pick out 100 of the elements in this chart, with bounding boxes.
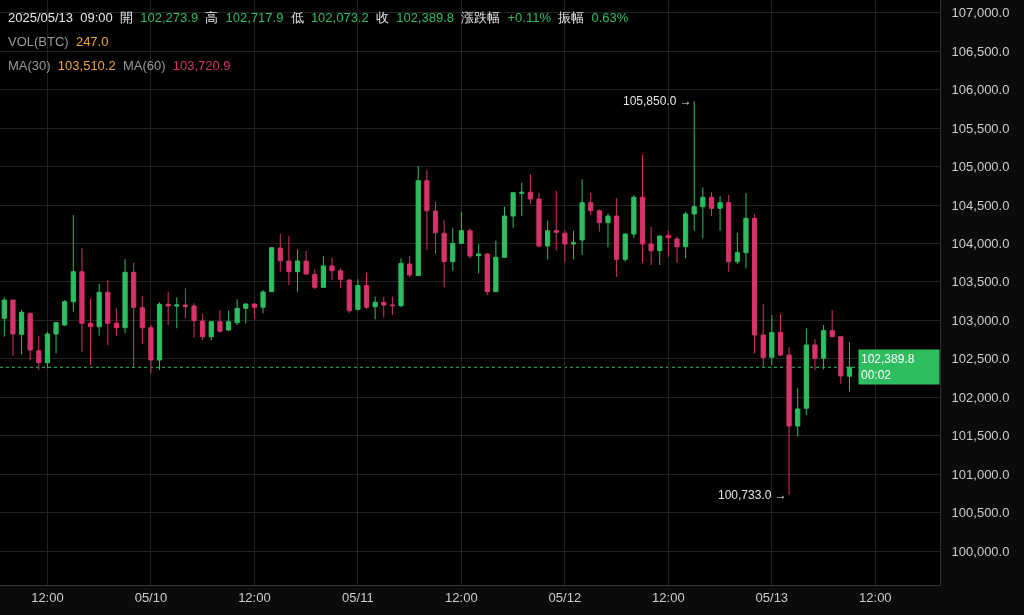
y-tick-label: 105,000.0 [951, 159, 1010, 175]
y-tick-label: 100,000.0 [951, 543, 1010, 559]
x-tick-label: 12:00 [31, 589, 64, 605]
candlestick [751, 213, 758, 354]
candlestick [96, 283, 102, 337]
candlestick [277, 233, 283, 273]
x-tick-label: 05/12 [548, 589, 582, 605]
candlestick [613, 197, 620, 278]
candlestick [355, 278, 361, 312]
candlestick [70, 214, 76, 313]
candlestick [622, 232, 628, 263]
candlestick [691, 100, 697, 232]
candlestick [501, 206, 508, 259]
candlestick [648, 226, 654, 266]
candlestick [700, 186, 706, 239]
x-tick-label: 12:00 [859, 589, 892, 605]
candlestick [10, 299, 16, 357]
candlestick [234, 298, 240, 326]
y-tick-label: 102,500.0 [951, 351, 1010, 367]
x-tick-label: 05/11 [342, 589, 374, 605]
candlestick [174, 296, 180, 329]
candlestick [562, 229, 568, 264]
candlestick [251, 303, 258, 319]
candlestick [476, 243, 482, 274]
y-tick-label: 104,500.0 [951, 197, 1010, 213]
candlestick [36, 335, 42, 371]
candlestick [674, 236, 680, 264]
x-tick-label: 05/13 [755, 589, 789, 605]
candlestick [122, 258, 128, 334]
annotation: 105,850.0 → [623, 94, 692, 108]
candlestick [510, 191, 516, 229]
candlestick [131, 262, 137, 368]
y-tick-label: 104,000.0 [951, 236, 1010, 252]
candlestick [708, 191, 715, 217]
candlestick [329, 257, 335, 281]
candlestick [260, 289, 266, 314]
y-tick-label: 101,500.0 [951, 428, 1010, 444]
candlestick [18, 309, 25, 355]
annotation: 100,733.0 → [718, 488, 787, 502]
candlestick [484, 252, 490, 296]
candlestick [579, 178, 585, 256]
candlestick [717, 195, 723, 232]
candlestick [243, 302, 249, 324]
candlestick [424, 169, 430, 251]
candlestick [398, 257, 404, 308]
candlestick [79, 247, 85, 353]
candlestick [734, 232, 740, 265]
y-tick-label: 106,000.0 [951, 82, 1010, 98]
candlestick [294, 248, 301, 293]
x-tick-label: 05/10 [134, 589, 168, 605]
candlestick [493, 240, 499, 293]
candlestick [838, 336, 844, 385]
candlestick [682, 211, 689, 259]
candlestick [62, 299, 68, 327]
candlestick [53, 321, 59, 354]
candlestick [286, 235, 292, 286]
candlestick [743, 192, 749, 269]
candlestick [829, 309, 835, 338]
candlestick [113, 307, 120, 337]
y-tick-label: 100,500.0 [951, 505, 1010, 521]
candlestick [545, 220, 551, 260]
candlestick [208, 320, 214, 341]
candlestick [519, 182, 525, 217]
candlestick [182, 287, 189, 319]
x-tick-label: 12:00 [652, 589, 685, 605]
y-tick-label: 103,500.0 [951, 274, 1010, 290]
candlestick [200, 313, 206, 341]
candlestick [467, 227, 473, 259]
candlestick [372, 296, 378, 320]
candlestick [450, 227, 456, 272]
candlestick [570, 230, 577, 260]
candlestick [639, 154, 646, 264]
annotation: 00:02 [861, 367, 892, 382]
annotation: MA(30) 103,510.2 MA(60) 103,720.9 [8, 58, 231, 73]
y-tick-label: 106,500.0 [951, 43, 1010, 59]
candlestick [105, 279, 111, 346]
candlestick [217, 309, 223, 334]
chart-title: 2025/05/13 09:00 開 102,273.9 高 102,717.9 低 102,073.2 收 102,389.8 漲跌幅 +0.11% 振幅 0.63% [8, 10, 629, 25]
candlestick [553, 190, 559, 252]
candlestick [441, 219, 447, 288]
candlestick [795, 387, 801, 438]
candlestick [389, 296, 395, 316]
y-tick-label: 101,000.0 [951, 466, 1010, 482]
candlestick [777, 313, 784, 357]
candlestick [148, 324, 154, 374]
candlestick [363, 272, 370, 310]
candlestick [27, 312, 33, 361]
candlestick [225, 310, 232, 332]
candlestick [191, 302, 197, 339]
candlestick [139, 295, 145, 345]
candlestick [165, 291, 171, 326]
candlestick [432, 201, 439, 255]
y-tick-label: 105,500.0 [951, 120, 1010, 136]
candlestick [415, 165, 421, 277]
candlestick [665, 230, 671, 258]
candlestick [726, 194, 732, 273]
candlestick [657, 235, 663, 266]
candlestick [346, 279, 352, 314]
candlestick [269, 246, 275, 293]
candlestick [407, 255, 413, 278]
